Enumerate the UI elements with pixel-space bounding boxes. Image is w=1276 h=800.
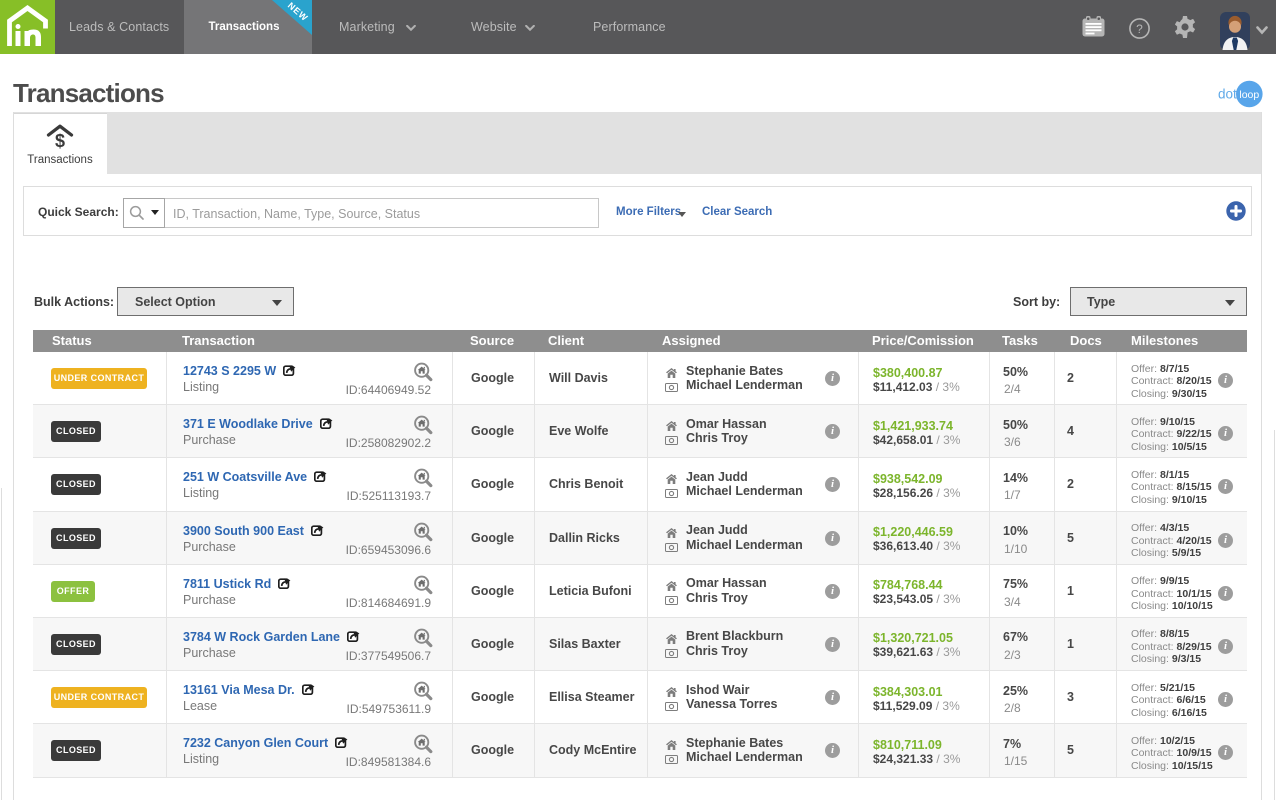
svg-text:loop: loop — [1239, 89, 1259, 101]
svg-text:?: ? — [1136, 22, 1143, 36]
svg-text:$: $ — [55, 131, 65, 150]
svg-text:dot: dot — [1218, 87, 1237, 102]
